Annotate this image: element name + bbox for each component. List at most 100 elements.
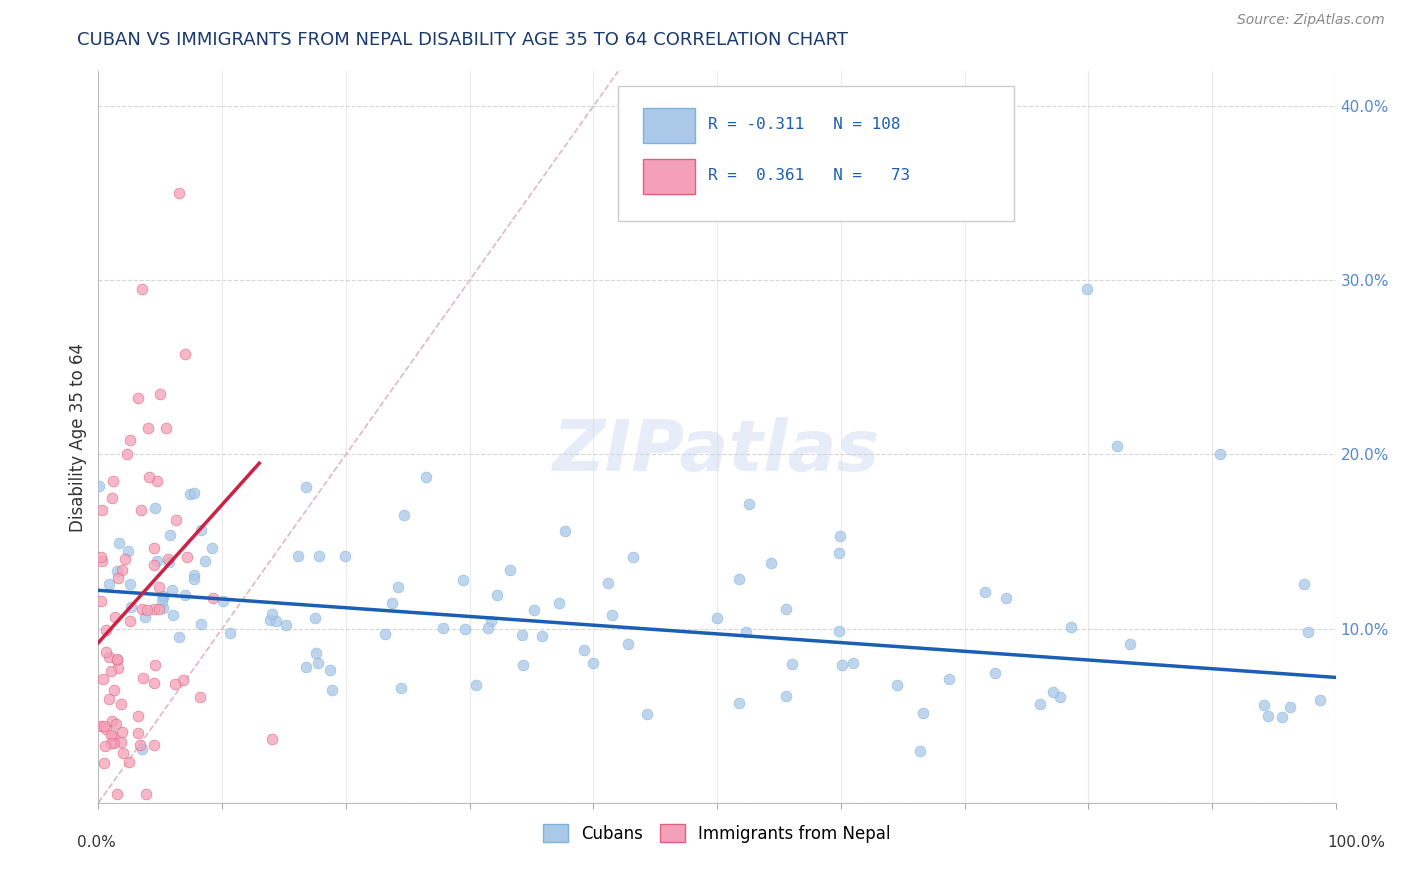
Point (120, 599, 142, 614)
Point (274, 617, 297, 632)
Point (1059, 620, 1081, 634)
Point (333, 549, 356, 564)
Point (90, 719, 112, 733)
Point (131, 671, 153, 685)
Point (100, 728, 122, 742)
Point (131, 602, 153, 616)
Point (142, 541, 165, 555)
Point (201, 591, 224, 606)
Point (828, 545, 851, 559)
Point (107, 571, 129, 585)
Point (260, 732, 283, 747)
Point (93, 672, 115, 686)
Point (103, 683, 125, 698)
Point (159, 527, 181, 541)
Point (910, 744, 932, 758)
Point (148, 601, 170, 615)
Point (159, 555, 181, 569)
Point (183, 486, 205, 500)
Point (162, 582, 184, 597)
Point (636, 706, 658, 721)
Point (100, 736, 122, 750)
Point (486, 588, 509, 602)
Point (105, 653, 128, 667)
Point (165, 513, 187, 527)
Point (135, 787, 157, 801)
Point (499, 564, 522, 578)
Point (131, 282, 153, 296)
Point (90, 594, 112, 608)
Point (389, 681, 412, 695)
Point (530, 629, 553, 643)
Point (118, 577, 141, 591)
Point (152, 601, 174, 615)
Point (114, 551, 136, 566)
Y-axis label: Disability Age 35 to 64: Disability Age 35 to 64 (69, 343, 87, 532)
Point (115, 448, 138, 462)
Text: Source: ZipAtlas.com: Source: ZipAtlas.com (1237, 13, 1385, 28)
Point (111, 724, 134, 739)
Point (183, 568, 205, 582)
Point (1309, 693, 1331, 707)
Point (775, 602, 797, 616)
Point (150, 594, 173, 608)
Point (600, 607, 623, 622)
Point (1271, 710, 1294, 724)
Point (149, 386, 172, 401)
Point (136, 421, 159, 435)
Point (190, 616, 212, 631)
Point (190, 523, 212, 537)
Point (118, 433, 141, 447)
Point (735, 625, 758, 640)
Point (143, 657, 166, 672)
Point (117, 755, 139, 769)
Point (706, 610, 728, 624)
Point (582, 657, 605, 671)
Point (173, 588, 195, 602)
Point (155, 421, 177, 435)
Point (89, 479, 111, 493)
Point (142, 602, 165, 616)
Text: CUBAN VS IMMIGRANTS FROM NEPAL DISABILITY AGE 35 TO 64 CORRELATION CHART: CUBAN VS IMMIGRANTS FROM NEPAL DISABILIT… (77, 31, 848, 49)
Point (105, 564, 128, 578)
FancyBboxPatch shape (643, 108, 695, 143)
Text: R = -0.311   N = 108: R = -0.311 N = 108 (709, 117, 901, 132)
Point (1209, 448, 1232, 462)
Point (173, 346, 195, 360)
Point (387, 580, 409, 594)
Point (94, 739, 117, 754)
Point (94, 645, 117, 659)
Point (94, 722, 117, 736)
Point (775, 689, 797, 703)
Point (1076, 282, 1098, 296)
Point (148, 580, 170, 594)
Point (167, 186, 190, 201)
Point (107, 535, 129, 549)
Point (974, 585, 997, 599)
Point (598, 575, 620, 590)
Point (621, 549, 644, 564)
Point (97, 649, 120, 664)
Point (264, 614, 287, 628)
Point (105, 787, 128, 801)
Point (1042, 685, 1064, 699)
Point (93, 719, 115, 733)
Point (107, 661, 129, 675)
Point (938, 672, 960, 686)
Point (105, 652, 128, 666)
Point (451, 573, 474, 587)
Point (120, 615, 142, 629)
Point (152, 589, 174, 603)
Point (259, 613, 281, 627)
Point (728, 572, 751, 586)
Point (129, 503, 152, 517)
Point (146, 474, 169, 488)
Point (101, 491, 124, 505)
Point (103, 730, 125, 744)
Point (479, 614, 502, 628)
Point (117, 543, 139, 558)
Point (547, 596, 569, 610)
Point (90, 549, 112, 564)
Point (616, 637, 638, 651)
Point (103, 736, 125, 750)
